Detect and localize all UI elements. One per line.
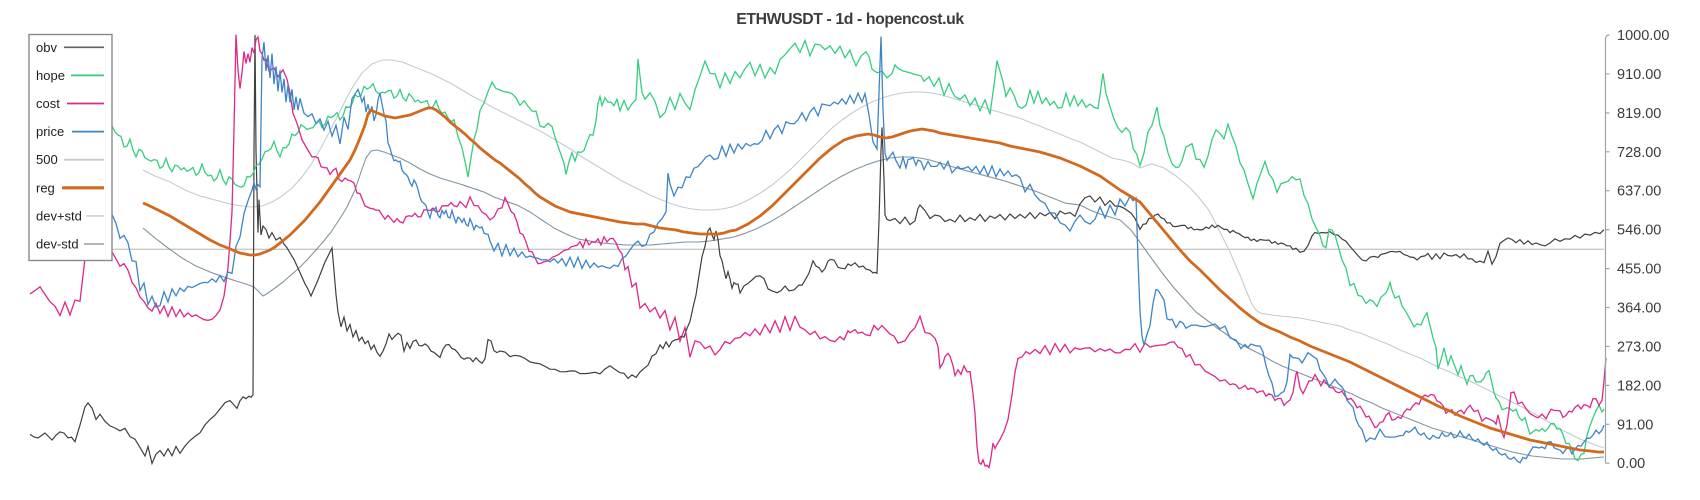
svg-text:1000.00: 1000.00 — [1617, 28, 1669, 44]
svg-text:455.00: 455.00 — [1617, 262, 1661, 278]
svg-text:hope: hope — [36, 68, 65, 83]
svg-text:728.00: 728.00 — [1617, 145, 1661, 161]
svg-text:reg: reg — [36, 180, 55, 195]
svg-text:182.00: 182.00 — [1617, 378, 1661, 394]
svg-text:dev-std: dev-std — [36, 237, 79, 252]
svg-text:cost: cost — [36, 96, 60, 111]
svg-text:ETHWUSDT - 1d - hopencost.uk: ETHWUSDT - 1d - hopencost.uk — [736, 11, 964, 28]
svg-text:91.00: 91.00 — [1617, 417, 1653, 433]
svg-text:546.00: 546.00 — [1617, 223, 1661, 239]
svg-text:dev+std: dev+std — [36, 208, 82, 223]
svg-text:819.00: 819.00 — [1617, 106, 1661, 122]
svg-text:obv: obv — [36, 40, 57, 55]
svg-text:0.00: 0.00 — [1617, 456, 1645, 472]
svg-text:637.00: 637.00 — [1617, 184, 1661, 200]
svg-text:910.00: 910.00 — [1617, 67, 1661, 83]
svg-text:price: price — [36, 124, 64, 139]
svg-text:364.00: 364.00 — [1617, 301, 1661, 317]
svg-text:500: 500 — [36, 152, 58, 167]
svg-text:273.00: 273.00 — [1617, 339, 1661, 355]
